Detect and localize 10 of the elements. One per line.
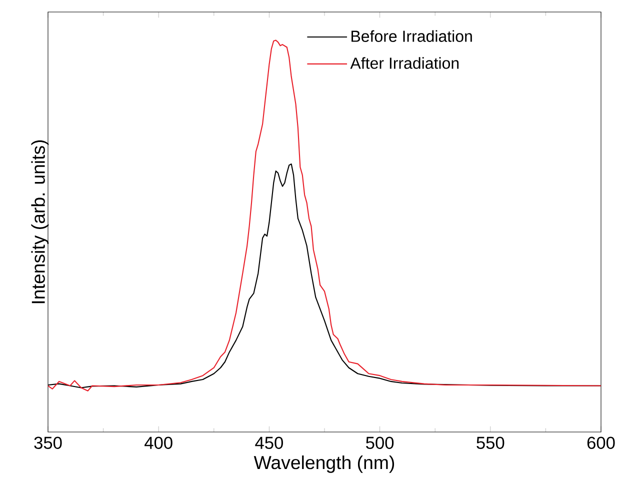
x-tick-label: 500 <box>366 436 394 449</box>
x-tick-label: 400 <box>144 436 172 449</box>
y-axis-title: Intensity (arb. units) <box>31 140 49 304</box>
x-tick-label: 550 <box>476 436 504 449</box>
x-tick-label: 600 <box>587 436 615 449</box>
x-tick-label: 350 <box>34 436 62 449</box>
x-tick-label: 450 <box>255 436 283 449</box>
legend-label: After Irradiation <box>350 57 459 69</box>
x-axis-title: Wavelength (nm) <box>254 455 394 473</box>
legend-label: Before Irradiation <box>352 30 472 42</box>
